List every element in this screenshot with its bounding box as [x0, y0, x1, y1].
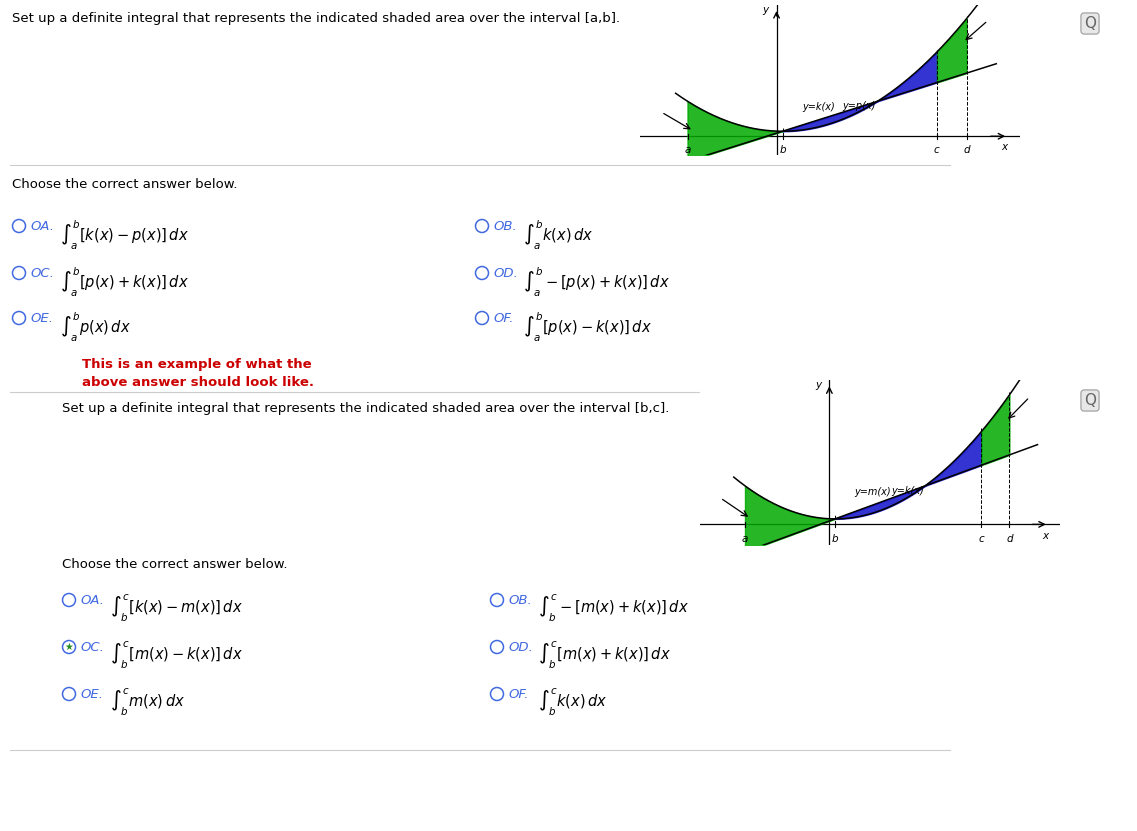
Text: c: c — [933, 145, 940, 155]
Text: c: c — [978, 534, 985, 544]
Text: y=k(x): y=k(x) — [891, 486, 924, 496]
Text: This is an example of what the: This is an example of what the — [82, 358, 312, 371]
Text: OE.: OE. — [30, 312, 53, 325]
Text: $\int_b^c -[m(x)+k(x)]\,dx$: $\int_b^c -[m(x)+k(x)]\,dx$ — [538, 593, 689, 624]
Text: Choose the correct answer below.: Choose the correct answer below. — [63, 558, 288, 571]
Text: $\int_a^b k(x)\,dx$: $\int_a^b k(x)\,dx$ — [523, 219, 594, 253]
Text: Set up a definite integral that represents the indicated shaded area over the in: Set up a definite integral that represen… — [13, 12, 620, 25]
Text: y: y — [762, 5, 769, 15]
Text: d: d — [963, 145, 970, 155]
Text: d: d — [1006, 534, 1013, 544]
Text: $\int_a^b [p(x)+k(x)]\,dx$: $\int_a^b [p(x)+k(x)]\,dx$ — [60, 266, 189, 299]
Text: ★: ★ — [65, 642, 74, 652]
Text: y=k(x): y=k(x) — [803, 101, 836, 111]
Text: a: a — [741, 534, 748, 544]
Text: OC.: OC. — [30, 267, 53, 280]
Text: b: b — [779, 145, 786, 155]
Text: Q: Q — [1084, 393, 1096, 408]
Text: Q: Q — [1084, 16, 1096, 31]
Text: OA.: OA. — [80, 594, 103, 607]
Text: $\int_b^c m(x)\,dx$: $\int_b^c m(x)\,dx$ — [110, 687, 185, 718]
Text: y=m(x): y=m(x) — [854, 487, 890, 497]
Text: OE.: OE. — [80, 688, 103, 701]
Text: OD.: OD. — [508, 641, 533, 654]
Text: OB.: OB. — [493, 220, 516, 233]
Text: $\int_a^b -[p(x)+k(x)]\,dx$: $\int_a^b -[p(x)+k(x)]\,dx$ — [523, 266, 670, 299]
Text: OF.: OF. — [493, 312, 514, 325]
Text: Set up a definite integral that represents the indicated shaded area over the in: Set up a definite integral that represen… — [63, 402, 670, 415]
Text: b: b — [831, 534, 838, 544]
Text: above answer should look like.: above answer should look like. — [82, 376, 314, 389]
Text: $\int_b^c [m(x)+k(x)]\,dx$: $\int_b^c [m(x)+k(x)]\,dx$ — [538, 640, 671, 671]
Text: OC.: OC. — [80, 641, 103, 654]
Text: OB.: OB. — [508, 594, 532, 607]
Text: x: x — [1043, 531, 1048, 541]
Text: OA.: OA. — [30, 220, 53, 233]
Text: a: a — [684, 145, 690, 155]
Text: $\int_a^b [k(x)-p(x)]\,dx$: $\int_a^b [k(x)-p(x)]\,dx$ — [60, 219, 189, 253]
Text: $\int_b^c [m(x)-k(x)]\,dx$: $\int_b^c [m(x)-k(x)]\,dx$ — [110, 640, 243, 671]
Text: x: x — [1002, 142, 1007, 153]
Text: $\int_a^b [p(x)-k(x)]\,dx$: $\int_a^b [p(x)-k(x)]\,dx$ — [523, 311, 652, 344]
Text: $\int_b^c [k(x)-m(x)]\,dx$: $\int_b^c [k(x)-m(x)]\,dx$ — [110, 593, 243, 624]
Text: OD.: OD. — [493, 267, 517, 280]
Text: y: y — [815, 381, 822, 391]
Text: $\int_a^b p(x)\,dx$: $\int_a^b p(x)\,dx$ — [60, 311, 131, 344]
Text: y=p(x): y=p(x) — [841, 101, 875, 111]
Text: OF.: OF. — [508, 688, 529, 701]
Text: $\int_b^c k(x)\,dx$: $\int_b^c k(x)\,dx$ — [538, 687, 607, 718]
Text: Choose the correct answer below.: Choose the correct answer below. — [13, 178, 238, 191]
